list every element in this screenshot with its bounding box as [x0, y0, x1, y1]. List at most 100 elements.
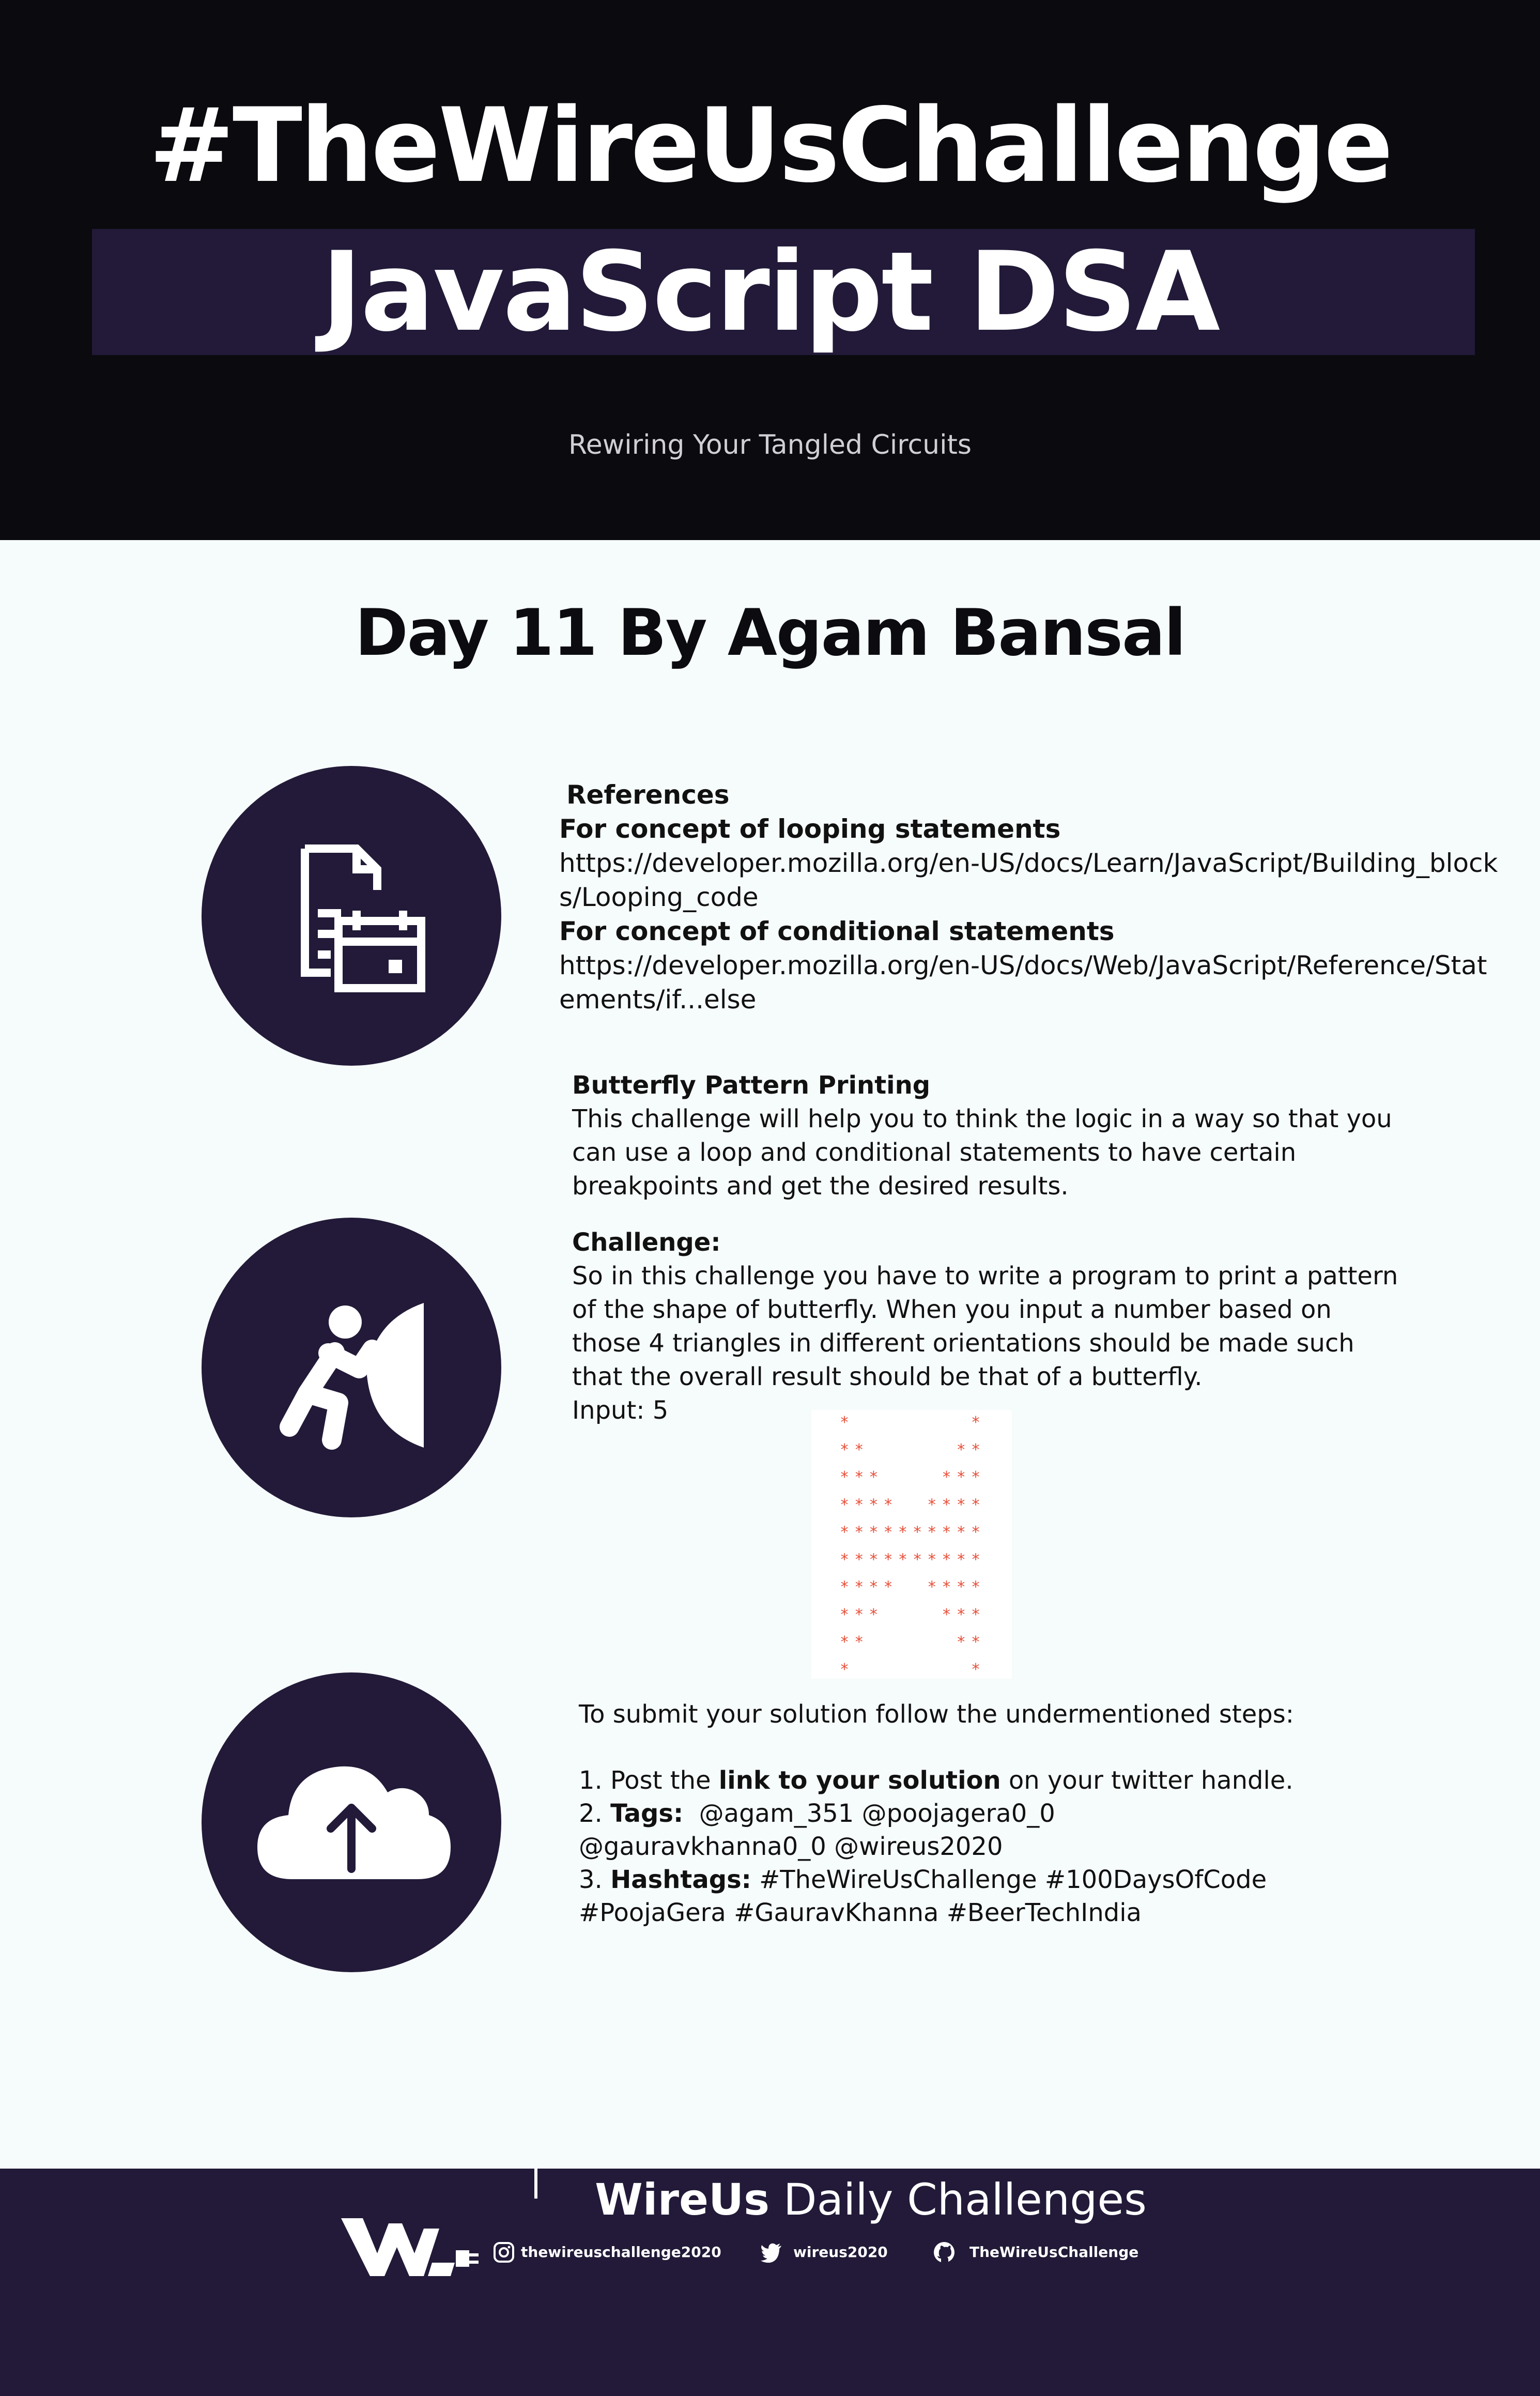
submission-intro: To submit your solution follow the under…	[579, 1700, 1294, 1729]
pattern-star: *	[854, 1633, 864, 1651]
pattern-star: *	[898, 1551, 907, 1569]
pattern-star: *	[869, 1578, 878, 1596]
pattern-star: *	[840, 1606, 849, 1624]
pattern-star: *	[869, 1523, 878, 1541]
pattern-star: *	[942, 1523, 951, 1541]
pattern-star: *	[942, 1551, 951, 1569]
pattern-star: *	[884, 1523, 893, 1541]
pattern-star: *	[942, 1468, 951, 1486]
pattern-star: *	[898, 1523, 907, 1541]
reference-link-looping[interactable]: https://developer.mozilla.org/en-US/docs…	[559, 848, 1498, 912]
pattern-star: *	[957, 1441, 966, 1459]
submission-step-1: 1. Post the link to your solution on you…	[579, 1764, 1302, 1797]
pattern-star: *	[854, 1441, 864, 1459]
pattern-star: *	[957, 1496, 966, 1514]
references-icon-circle	[202, 766, 501, 1066]
pattern-star: *	[957, 1523, 966, 1541]
footer-brand: WireUs	[595, 2174, 770, 2225]
step-3-prefix: 3.	[579, 1865, 611, 1894]
subtitle-band	[92, 229, 1475, 355]
pattern-star: *	[884, 1496, 893, 1514]
step-2-bold: Tags:	[610, 1799, 684, 1828]
person-pushing-icon	[280, 1303, 424, 1450]
pattern-star: *	[927, 1578, 936, 1596]
pattern-star: *	[840, 1441, 849, 1459]
pattern-star: *	[957, 1578, 966, 1596]
pattern-star: *	[971, 1633, 980, 1651]
pattern-star: *	[854, 1468, 864, 1486]
pattern-star: *	[927, 1523, 936, 1541]
twitter-handle[interactable]: wireus2020	[793, 2244, 888, 2261]
pattern-star: *	[927, 1551, 936, 1569]
pattern-star: *	[854, 1606, 864, 1624]
github-handle[interactable]: TheWireUsChallenge	[969, 2244, 1139, 2261]
step-1-prefix: 1. Post the	[579, 1766, 719, 1795]
pattern-star: *	[869, 1606, 878, 1624]
pattern-star: *	[942, 1496, 951, 1514]
challenge-title: Butterfly Pattern Printing	[572, 1071, 931, 1100]
footer-title-rest: Daily Challenges	[769, 2174, 1147, 2225]
wireus-logo	[341, 2218, 479, 2276]
step-1-suffix: on your twitter handle.	[1000, 1766, 1293, 1795]
pattern-star: *	[840, 1661, 849, 1679]
pattern-star: *	[971, 1551, 980, 1569]
pattern-star: *	[854, 1551, 864, 1569]
footer	[0, 2169, 1540, 2396]
step-3-bold: Hashtags:	[610, 1865, 751, 1894]
pattern-star: *	[854, 1578, 864, 1596]
challenge-icon-circle	[202, 1218, 501, 1517]
pattern-star: *	[869, 1468, 878, 1486]
pattern-star: *	[913, 1551, 922, 1569]
github-icon[interactable]	[933, 2241, 956, 2264]
step-1-bold: link to your solution	[718, 1766, 1001, 1795]
step-2-prefix: 2.	[579, 1799, 611, 1828]
pattern-star: *	[840, 1551, 849, 1569]
instagram-icon[interactable]	[492, 2241, 515, 2264]
step-2-text: @agam_351 @poojagera0_0 @gauravkhanna0_0…	[579, 1799, 1064, 1861]
footer-title: WireUs Daily Challenges	[0, 2169, 1540, 2231]
pattern-star: *	[957, 1606, 966, 1624]
pattern-star: *	[869, 1496, 878, 1514]
pattern-star: *	[840, 1578, 849, 1596]
submission-step-2: 2. Tags: @agam_351 @poojagera0_0 @gaurav…	[579, 1797, 1302, 1863]
pattern-star: *	[957, 1468, 966, 1486]
challenge-description: So in this challenge you have to write a…	[572, 1262, 1398, 1391]
references-heading: References	[566, 780, 730, 810]
pattern-star: *	[971, 1661, 980, 1679]
document-calendar-icon	[301, 844, 425, 992]
cloud-upload-icon	[257, 1766, 451, 1879]
reference-label-looping: For concept of looping statements	[559, 814, 1061, 844]
pattern-star: *	[971, 1578, 980, 1596]
pattern-star: *	[971, 1496, 980, 1514]
submit-icon-circle	[202, 1672, 501, 1972]
pattern-star: *	[942, 1578, 951, 1596]
challenge-heading: Challenge:	[572, 1228, 721, 1257]
pattern-star: *	[971, 1414, 980, 1432]
page-title: Day 11 By Agam Bansal	[355, 596, 1186, 670]
pattern-star: *	[971, 1441, 980, 1459]
reference-link-conditional[interactable]: https://developer.mozilla.org/en-US/docs…	[559, 950, 1487, 1015]
twitter-icon[interactable]	[760, 2241, 782, 2264]
submission-instructions: To submit your solution follow the under…	[579, 1698, 1302, 1929]
pattern-star: *	[854, 1496, 864, 1514]
pattern-star: *	[942, 1606, 951, 1624]
challenge-hashtag-title: #TheWireUsChallenge	[149, 86, 1393, 205]
tagline: Rewiring Your Tangled Circuits	[568, 429, 972, 460]
pattern-star: *	[840, 1633, 849, 1651]
pattern-star: *	[957, 1551, 966, 1569]
reference-label-conditional: For concept of conditional statements	[559, 916, 1115, 946]
references-block: References For concept of looping statem…	[559, 778, 1500, 1017]
pattern-star: *	[840, 1468, 849, 1486]
instagram-handle[interactable]: thewireuschallenge2020	[521, 2244, 721, 2261]
pattern-star: *	[869, 1551, 878, 1569]
pattern-star: *	[840, 1414, 849, 1432]
pattern-star: *	[840, 1523, 849, 1541]
footer-divider	[534, 2169, 537, 2199]
pattern-star: *	[927, 1496, 936, 1514]
pattern-star: *	[884, 1578, 893, 1596]
pattern-star: *	[971, 1606, 980, 1624]
pattern-star: *	[971, 1523, 980, 1541]
pattern-star: *	[840, 1496, 849, 1514]
page-subtitle: JavaScript DSA	[321, 228, 1220, 356]
pattern-star: *	[957, 1633, 966, 1651]
